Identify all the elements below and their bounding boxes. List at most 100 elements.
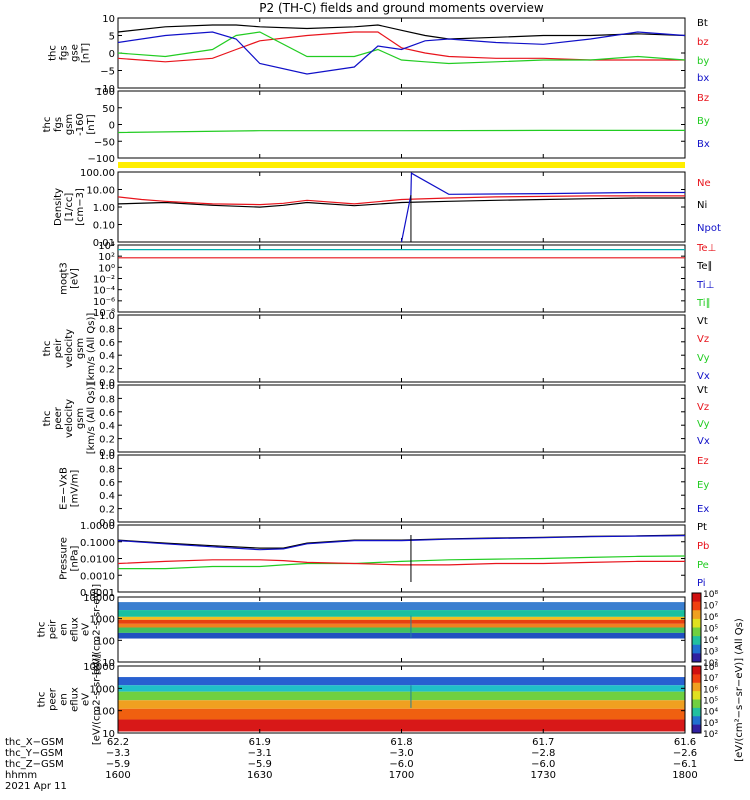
legend-entry: Vt bbox=[697, 385, 708, 396]
y-axis-label: peir bbox=[48, 619, 59, 639]
spectrogram-band bbox=[118, 719, 685, 732]
y-tick-label: 1.0 bbox=[99, 381, 115, 392]
y-tick-label: 100 bbox=[96, 87, 115, 98]
panel-peir_spec: 10000 1000 100 10 thc peir en eflux eV [eV/(cm2-s… bbox=[37, 584, 686, 675]
panel-fgs_gsm: 100 50 0 −50 −100 thc fgs gsm -160 [nT] Bz By Bx bbox=[42, 87, 710, 165]
x-tick-label: −5.9 bbox=[106, 759, 130, 770]
colorbar-upper-segment bbox=[692, 653, 701, 663]
y-tick-label: 10.00 bbox=[86, 186, 115, 197]
y-tick-label: 0.2 bbox=[99, 365, 115, 376]
y-axis-label: thc bbox=[42, 411, 53, 427]
x-tick-label: 1730 bbox=[531, 770, 556, 781]
y-tick-label: 0 bbox=[109, 121, 115, 132]
x-tick-label: −2.8 bbox=[531, 748, 555, 759]
y-axis-label: velocity bbox=[64, 399, 75, 438]
panel-peer_spec: 10000 1000 100 10 thc peer en eflux eV [eV/(cm2-s… bbox=[37, 654, 686, 745]
x-tick-label: −3.0 bbox=[389, 748, 413, 759]
x-axis-row-label: thc_Z−GSM bbox=[5, 759, 64, 770]
y-axis-label: eflux bbox=[70, 617, 81, 642]
colorbar-upper-segment bbox=[692, 618, 701, 628]
y-axis-label: [eV] bbox=[70, 268, 81, 289]
colorbar-tick-label: 10⁵ bbox=[703, 697, 718, 707]
y-axis-label: [eV/(cm2-s-sr-eV)] bbox=[92, 584, 103, 675]
colorbar-upper-frame bbox=[691, 592, 702, 663]
panel-pressure: 1.0000 0.1000 0.0100 0.0010 0.0001 Pressure [n… bbox=[59, 521, 710, 599]
colorbar-tick-label: 10⁸ bbox=[703, 663, 718, 673]
y-tick-label: 10² bbox=[98, 252, 115, 263]
series-By bbox=[117, 129, 685, 134]
panel-efield: 1.0 0.8 0.6 0.4 0.2 0.0 E=−VxB [mV/m] Ez Ey Ex bbox=[59, 451, 710, 529]
y-tick-label: 0.0100 bbox=[80, 555, 115, 566]
panel-frame bbox=[117, 244, 686, 313]
y-tick-label: 0.2 bbox=[99, 505, 115, 516]
x-tick-label: 61.9 bbox=[249, 737, 271, 748]
legend-entry: Vx bbox=[697, 371, 710, 382]
colorbar-tick-label: 10² bbox=[703, 730, 718, 740]
y-axis-label: thc bbox=[37, 692, 48, 708]
legend-entry: Ez bbox=[697, 456, 709, 467]
x-tick-label: 1630 bbox=[247, 770, 272, 781]
y-tick-label: 50 bbox=[102, 104, 115, 115]
colorbar-lower-segment bbox=[692, 707, 701, 717]
y-tick-label: 10 bbox=[102, 658, 115, 669]
x-tick-label: −6.1 bbox=[673, 759, 697, 770]
legend-entry: bz bbox=[697, 37, 709, 48]
x-tick-label: 62.2 bbox=[107, 737, 129, 748]
y-tick-label: 1.0 bbox=[99, 311, 115, 322]
spectrogram-band bbox=[118, 616, 685, 620]
legend-entry: by bbox=[697, 56, 709, 67]
y-axis-label: eV bbox=[81, 623, 92, 636]
y-tick-label: 0.8 bbox=[99, 394, 115, 405]
y-axis-label: moqt3 bbox=[59, 262, 70, 295]
legend-entry: bx bbox=[697, 73, 709, 84]
legend-entry: Ne bbox=[697, 178, 711, 189]
y-axis-label: en bbox=[59, 693, 70, 706]
y-axis-label: gsm bbox=[64, 114, 75, 135]
colorbar-lower-segment bbox=[692, 666, 701, 675]
x-axis-row-label: hhmm bbox=[5, 770, 37, 781]
panel-density: 100.00 10.00 1.00 0.10 0.01 Density [1/cc] [cm−… bbox=[53, 168, 721, 249]
colorbar-upper-segment bbox=[692, 636, 701, 646]
x-tick-label: −6.0 bbox=[531, 759, 555, 770]
x-tick-label: 61.7 bbox=[532, 737, 554, 748]
y-tick-label: 0.8 bbox=[99, 464, 115, 475]
y-axis-label: [1/cc] bbox=[64, 193, 75, 222]
y-tick-label: 0.0 bbox=[99, 518, 115, 529]
x-axis-row-label: thc_X−GSM bbox=[5, 737, 64, 748]
colorbar-upper-segment bbox=[692, 610, 701, 620]
y-tick-label: −50 bbox=[94, 137, 115, 148]
colorbar-tick-label: 10³ bbox=[703, 648, 718, 658]
y-tick-label: 0.0010 bbox=[80, 571, 115, 582]
colorbar-upper-segment bbox=[692, 601, 701, 611]
x-tick-label: 61.8 bbox=[390, 737, 412, 748]
y-tick-label: 10⁻⁶ bbox=[93, 297, 115, 308]
x-tick-label: 1800 bbox=[672, 770, 697, 781]
legend-entry: Vy bbox=[697, 353, 710, 364]
y-axis-label: -160 bbox=[75, 113, 86, 136]
spectrogram-band bbox=[118, 619, 685, 624]
y-tick-label: 10⁰ bbox=[98, 263, 115, 274]
y-tick-label: 0.6 bbox=[99, 408, 115, 419]
y-tick-label: 10⁻² bbox=[93, 275, 115, 286]
y-tick-label: 0.6 bbox=[99, 338, 115, 349]
legend-entry: Pb bbox=[697, 541, 709, 552]
colorbar-upper-segment bbox=[692, 627, 701, 637]
panel-frame bbox=[117, 454, 686, 523]
y-axis-label: en bbox=[59, 623, 70, 636]
panel-fgs: 10 5 0 −5 −10 thc fgs gse [nT] Bt bz by bx bbox=[48, 14, 710, 95]
y-axis-label: fgs bbox=[59, 45, 70, 60]
legend-entry: Vy bbox=[697, 419, 710, 430]
series-Pi bbox=[117, 535, 686, 551]
y-axis-label: thc bbox=[37, 622, 48, 638]
y-axis-label: [eV/(cm2-s-sr-eV)] bbox=[92, 654, 103, 745]
y-tick-label: 0.8 bbox=[99, 324, 115, 335]
series-Pe bbox=[118, 555, 686, 570]
legend-entry: Pt bbox=[697, 522, 707, 533]
status-bar bbox=[118, 162, 685, 168]
series-Bt bbox=[117, 24, 686, 40]
legend-entry: Bz bbox=[697, 93, 709, 104]
y-tick-label: 100 bbox=[96, 707, 115, 718]
spectrogram-band bbox=[118, 708, 685, 720]
